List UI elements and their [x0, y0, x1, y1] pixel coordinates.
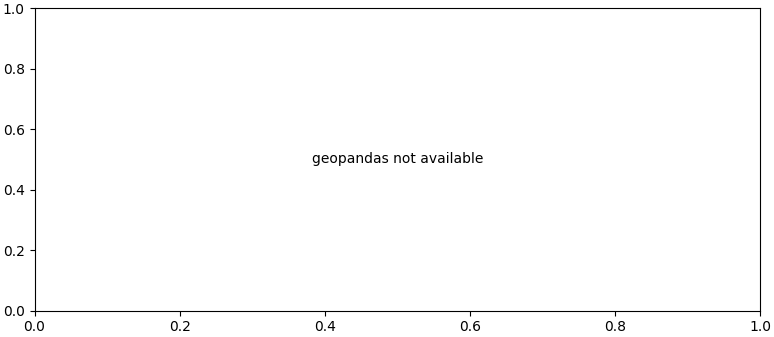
Text: geopandas not available: geopandas not available: [312, 152, 483, 166]
